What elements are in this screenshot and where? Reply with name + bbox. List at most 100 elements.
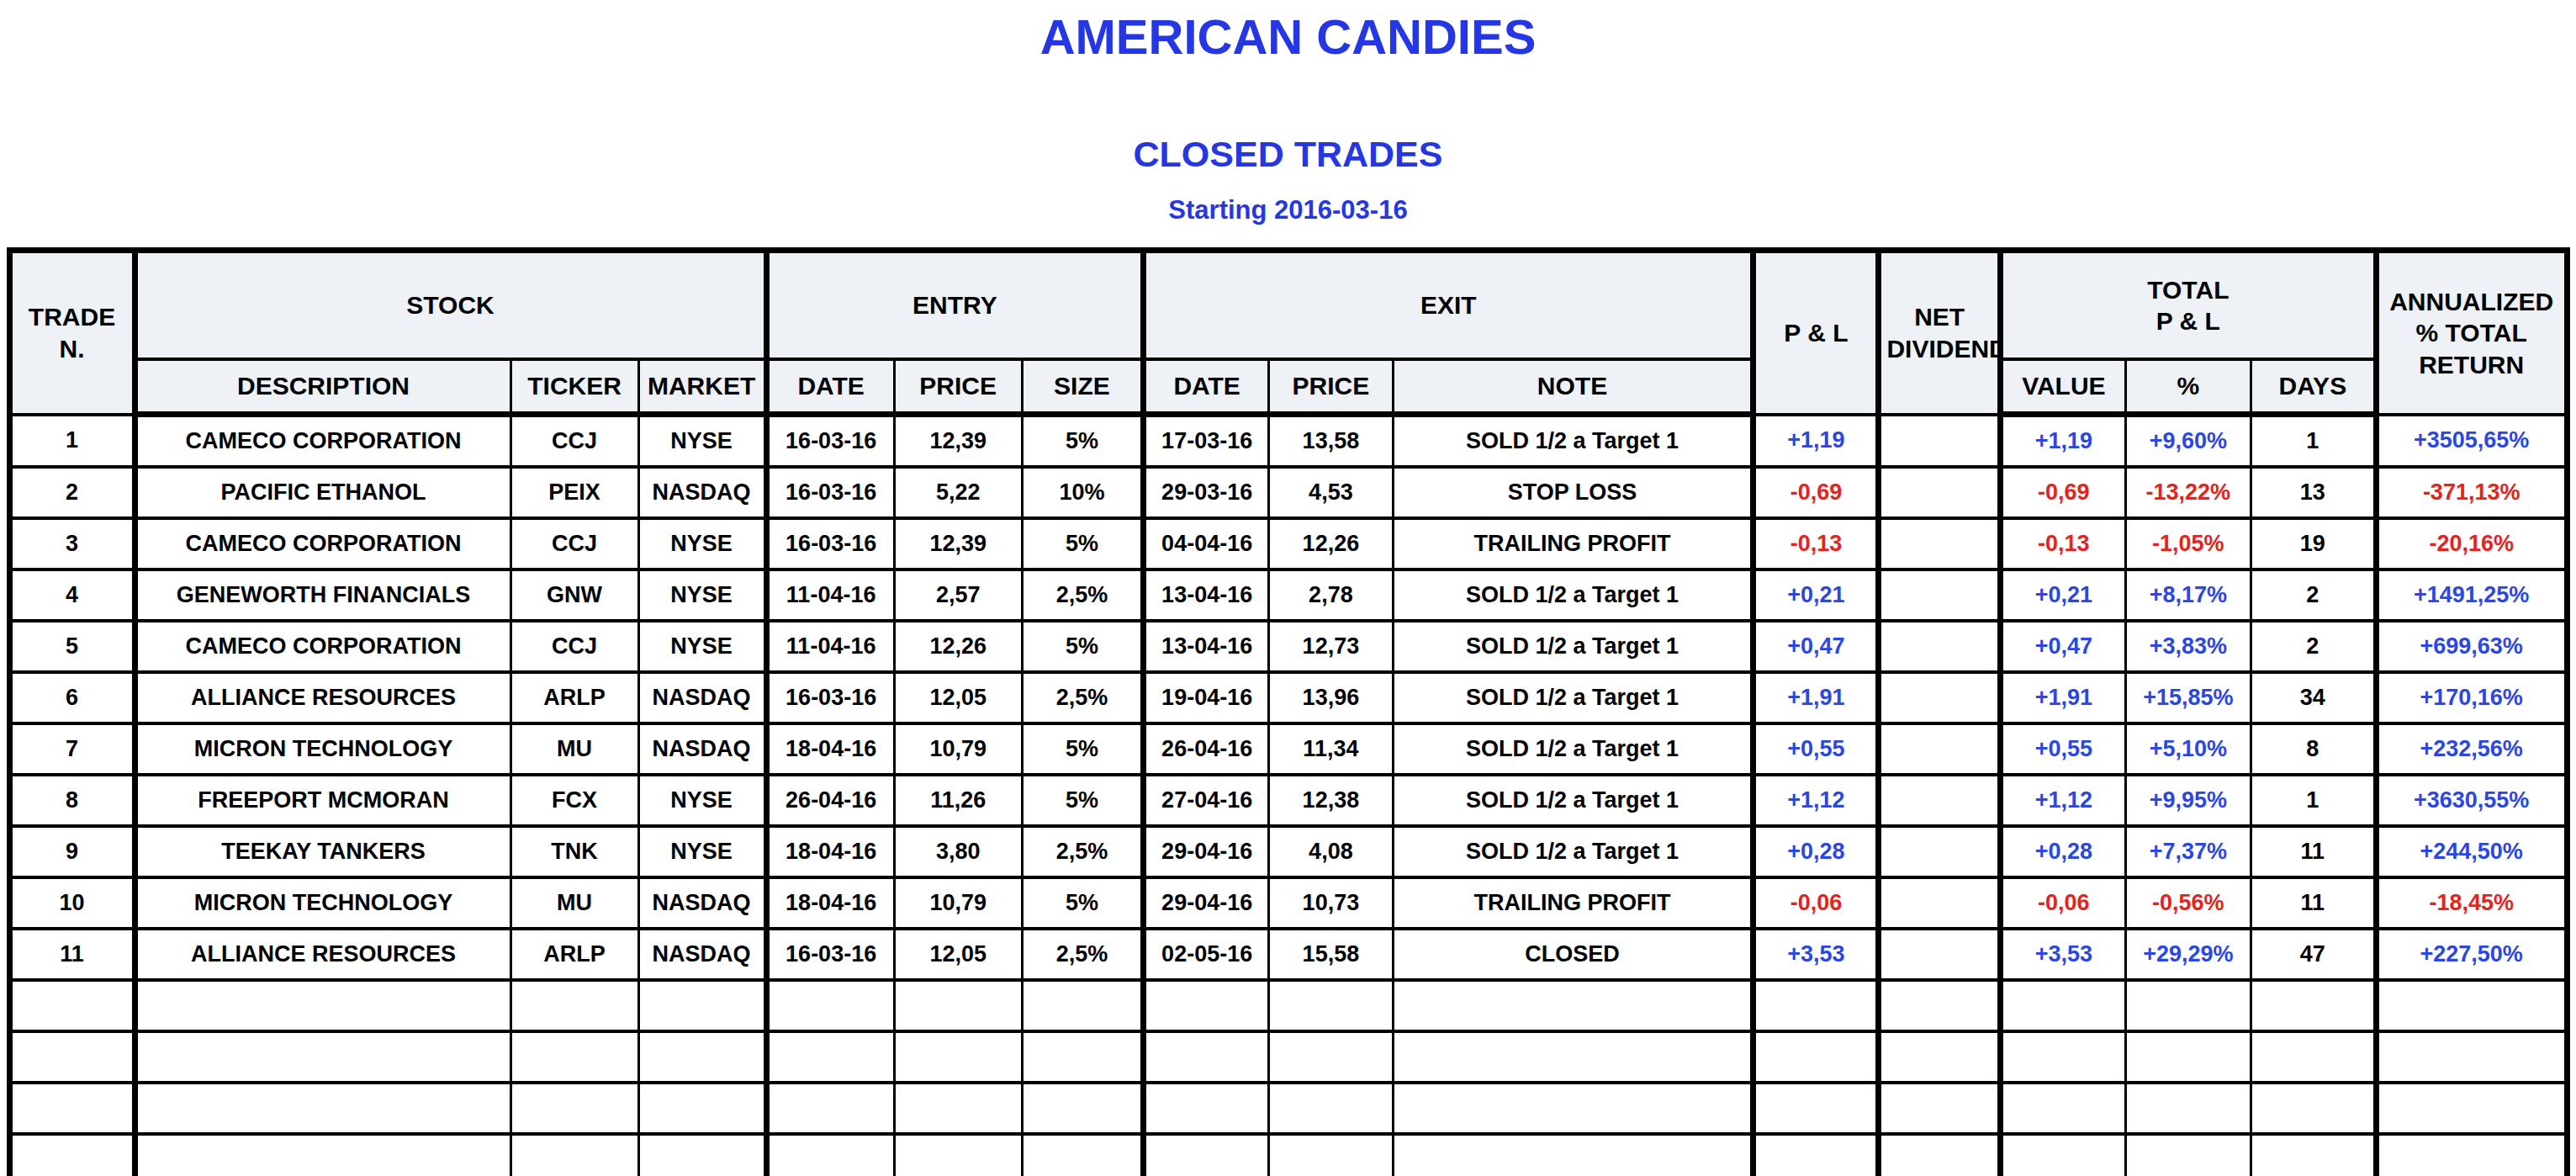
cell-entry-size bbox=[1022, 1083, 1143, 1134]
cell-entry-price bbox=[894, 980, 1022, 1031]
cell-entry-price: 12,26 bbox=[894, 621, 1022, 672]
cell-total-value bbox=[2000, 1031, 2125, 1083]
cell-pl: -0,13 bbox=[1753, 518, 1879, 569]
cell-pl bbox=[1753, 1083, 1879, 1134]
cell-exit-note: SOLD 1/2 a Target 1 bbox=[1393, 723, 1753, 775]
cell-entry-size bbox=[1022, 1031, 1143, 1083]
cell-market: NASDAQ bbox=[638, 877, 766, 929]
cell-total-pct: +5,10% bbox=[2125, 723, 2251, 775]
header-trade-n: TRADEN. bbox=[9, 251, 135, 415]
header-exit-date: DATE bbox=[1144, 359, 1269, 415]
cell-ticker: TNK bbox=[510, 826, 638, 877]
table-row: 10 MICRON TECHNOLOGY MU NASDAQ 18-04-16 … bbox=[9, 877, 2567, 929]
cell-trade-n bbox=[9, 1031, 135, 1083]
cell-total-value bbox=[2000, 1134, 2125, 1176]
cell-exit-note bbox=[1393, 1134, 1753, 1176]
cell-trade-n: 8 bbox=[9, 775, 135, 826]
table-row: 8 FREEPORT MCMORAN FCX NYSE 26-04-16 11,… bbox=[9, 775, 2567, 826]
cell-entry-price: 5,22 bbox=[894, 467, 1022, 518]
cell-pl: +0,55 bbox=[1753, 723, 1879, 775]
start-date-note: Starting 2016-03-16 bbox=[0, 195, 2576, 225]
cell-net-dividend bbox=[1879, 621, 2000, 672]
cell-exit-price bbox=[1269, 1031, 1393, 1083]
cell-exit-note bbox=[1393, 1031, 1753, 1083]
cell-net-dividend bbox=[1879, 1031, 2000, 1083]
cell-entry-price: 12,05 bbox=[894, 929, 1022, 980]
cell-total-value: -0,69 bbox=[2000, 467, 2125, 518]
cell-pl: +1,12 bbox=[1753, 775, 1879, 826]
cell-entry-date: 18-04-16 bbox=[766, 826, 894, 877]
cell-description bbox=[135, 1134, 510, 1176]
cell-market: NASDAQ bbox=[638, 467, 766, 518]
cell-total-pct: +29,29% bbox=[2125, 929, 2251, 980]
cell-net-dividend bbox=[1879, 980, 2000, 1031]
cell-total-pct: +8,17% bbox=[2125, 569, 2251, 621]
cell-net-dividend bbox=[1879, 1083, 2000, 1134]
cell-exit-date bbox=[1144, 980, 1269, 1031]
header-entry-date: DATE bbox=[766, 359, 894, 415]
cell-exit-date: 04-04-16 bbox=[1144, 518, 1269, 569]
cell-exit-price: 13,58 bbox=[1269, 415, 1393, 468]
cell-ticker: PEIX bbox=[510, 467, 638, 518]
cell-annualized bbox=[2376, 1031, 2567, 1083]
cell-market: NYSE bbox=[638, 518, 766, 569]
cell-pl bbox=[1753, 980, 1879, 1031]
cell-trade-n bbox=[9, 1134, 135, 1176]
cell-ticker: CCJ bbox=[510, 518, 638, 569]
cell-net-dividend bbox=[1879, 672, 2000, 723]
cell-entry-date: 18-04-16 bbox=[766, 877, 894, 929]
cell-description bbox=[135, 1083, 510, 1134]
cell-ticker: FCX bbox=[510, 775, 638, 826]
cell-description: ALLIANCE RESOURCES bbox=[135, 929, 510, 980]
cell-days bbox=[2251, 1134, 2376, 1176]
cell-exit-date: 17-03-16 bbox=[1144, 415, 1269, 468]
cell-entry-price: 3,80 bbox=[894, 826, 1022, 877]
cell-exit-price: 12,73 bbox=[1269, 621, 1393, 672]
page-title: AMERICAN CANDIES bbox=[0, 0, 2576, 65]
cell-exit-date: 29-03-16 bbox=[1144, 467, 1269, 518]
cell-entry-size: 2,5% bbox=[1022, 569, 1143, 621]
cell-entry-date bbox=[766, 980, 894, 1031]
header-description: DESCRIPTION bbox=[135, 359, 510, 415]
cell-entry-price bbox=[894, 1134, 1022, 1176]
cell-ticker: MU bbox=[510, 877, 638, 929]
cell-market bbox=[638, 1031, 766, 1083]
cell-pl: +3,53 bbox=[1753, 929, 1879, 980]
cell-exit-note: SOLD 1/2 a Target 1 bbox=[1393, 621, 1753, 672]
cell-exit-price bbox=[1269, 1083, 1393, 1134]
cell-net-dividend bbox=[1879, 929, 2000, 980]
cell-net-dividend bbox=[1879, 775, 2000, 826]
cell-exit-date: 27-04-16 bbox=[1144, 775, 1269, 826]
cell-total-value: +1,12 bbox=[2000, 775, 2125, 826]
cell-entry-date: 16-03-16 bbox=[766, 929, 894, 980]
cell-total-value: -0,13 bbox=[2000, 518, 2125, 569]
cell-net-dividend bbox=[1879, 1134, 2000, 1176]
cell-total-pct: +9,60% bbox=[2125, 415, 2251, 468]
cell-annualized: -371,13% bbox=[2376, 467, 2567, 518]
cell-entry-size: 5% bbox=[1022, 518, 1143, 569]
cell-pl: -0,69 bbox=[1753, 467, 1879, 518]
cell-description: GENEWORTH FINANCIALS bbox=[135, 569, 510, 621]
cell-entry-price: 11,26 bbox=[894, 775, 1022, 826]
cell-net-dividend bbox=[1879, 518, 2000, 569]
cell-annualized bbox=[2376, 1083, 2567, 1134]
cell-total-value: +0,55 bbox=[2000, 723, 2125, 775]
cell-exit-note: TRAILING PROFIT bbox=[1393, 877, 1753, 929]
cell-exit-note bbox=[1393, 1083, 1753, 1134]
cell-entry-date: 26-04-16 bbox=[766, 775, 894, 826]
cell-exit-price: 2,78 bbox=[1269, 569, 1393, 621]
header-market: MARKET bbox=[638, 359, 766, 415]
cell-exit-date: 02-05-16 bbox=[1144, 929, 1269, 980]
cell-days: 11 bbox=[2251, 877, 2376, 929]
table-row: 11 ALLIANCE RESOURCES ARLP NASDAQ 16-03-… bbox=[9, 929, 2567, 980]
cell-entry-price bbox=[894, 1031, 1022, 1083]
cell-total-value: +0,47 bbox=[2000, 621, 2125, 672]
cell-description: TEEKAY TANKERS bbox=[135, 826, 510, 877]
cell-pl: +0,28 bbox=[1753, 826, 1879, 877]
cell-trade-n: 9 bbox=[9, 826, 135, 877]
cell-trade-n: 6 bbox=[9, 672, 135, 723]
cell-net-dividend bbox=[1879, 415, 2000, 468]
cell-pl bbox=[1753, 1031, 1879, 1083]
cell-entry-size: 2,5% bbox=[1022, 929, 1143, 980]
cell-entry-price: 12,05 bbox=[894, 672, 1022, 723]
